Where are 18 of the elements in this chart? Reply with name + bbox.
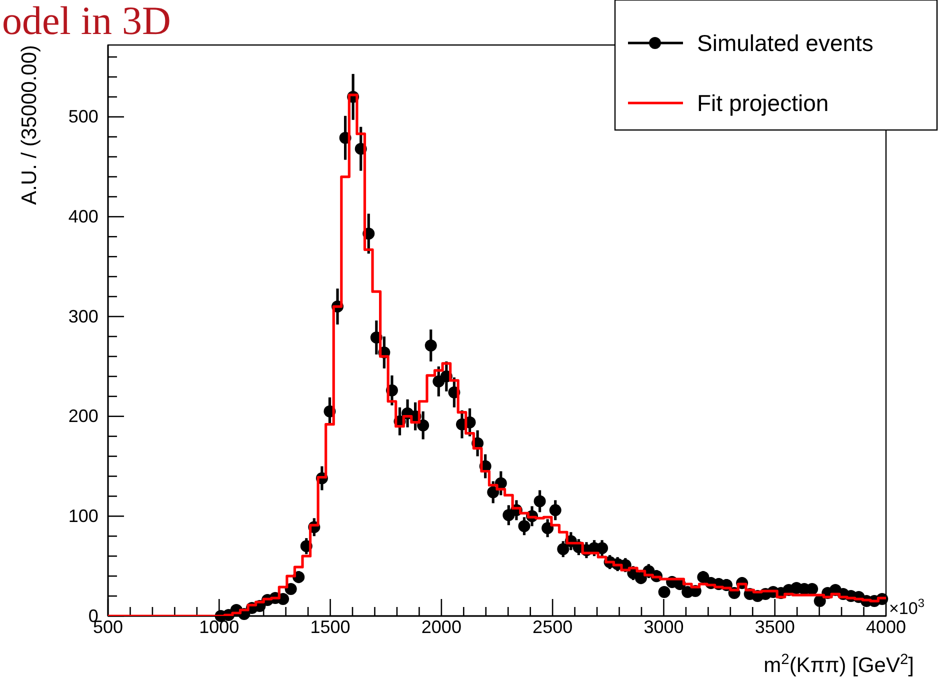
y-tick-label: 400 — [68, 206, 98, 226]
y-tick-label: 500 — [68, 106, 98, 127]
y-tick-label: 300 — [68, 306, 98, 326]
x-axis-title: m$^{2}$(Kππ) [GeV$^{2}$] — [764, 652, 914, 677]
x-tick-label: 3500 — [754, 616, 795, 637]
legend-label: Simulated events — [697, 30, 874, 56]
chart-title: odel in 3D — [2, 0, 171, 43]
y-axis-title: A.U. / (35000.00) — [18, 45, 41, 205]
x-tick-label: 1000 — [199, 616, 240, 637]
x-tick-label: 2000 — [421, 616, 462, 637]
y-tick-label: 200 — [68, 406, 98, 426]
text: ×10$^{3}$ — [889, 596, 925, 618]
legend-label: Fit projection — [697, 90, 829, 116]
y-tick-label: 100 — [68, 506, 98, 526]
x-tick-label: 1500 — [310, 616, 350, 637]
x-tick-label: 4000 — [866, 616, 906, 637]
x-tick-label: 2500 — [532, 616, 573, 637]
x-tick-label: 3000 — [644, 616, 684, 637]
